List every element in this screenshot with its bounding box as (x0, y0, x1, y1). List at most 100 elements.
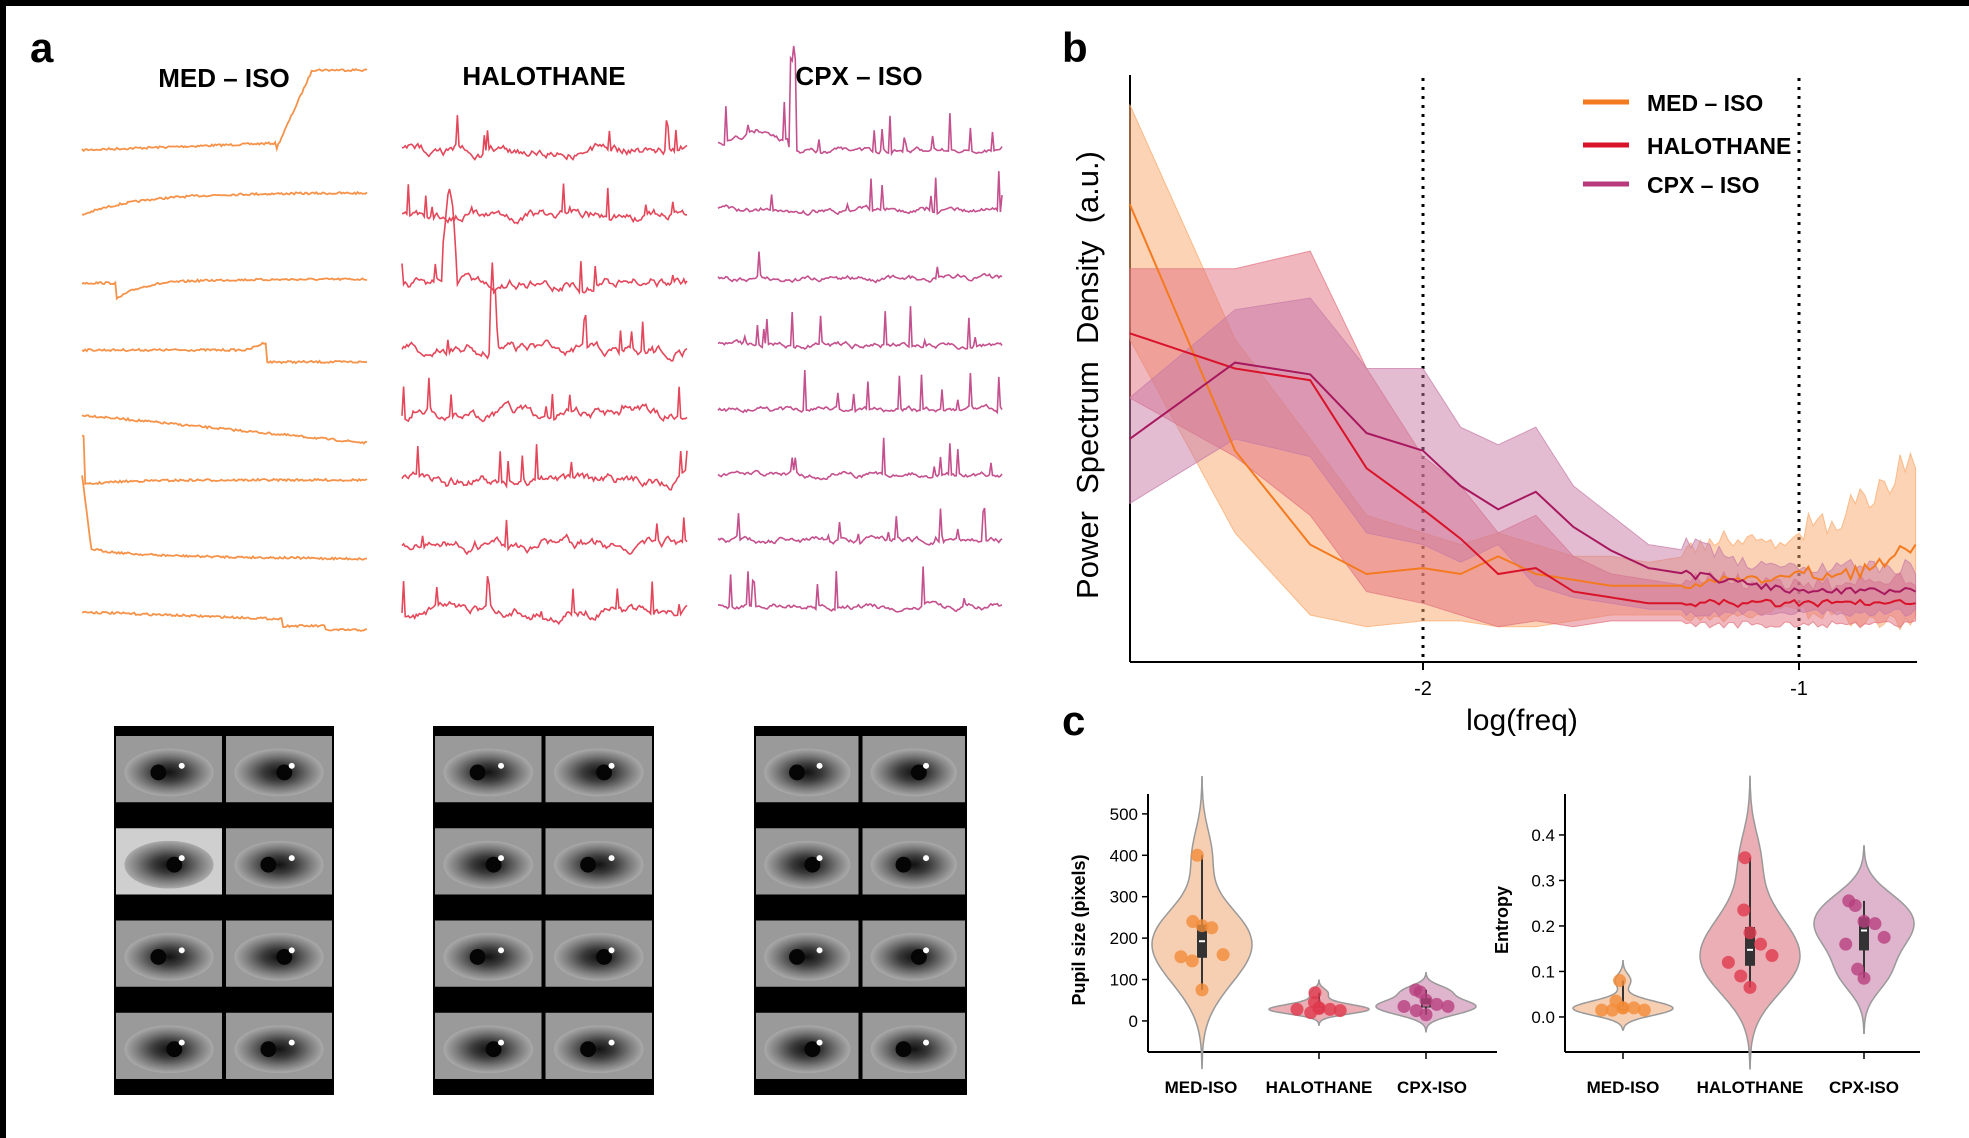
eye-pupil (260, 1041, 277, 1058)
legend-label-med-iso: MED – ISO (1647, 90, 1763, 116)
psd-legend: MED – ISO HALOTHANE CPX – ISO (1583, 90, 1791, 198)
y-tick-label: 500 (1110, 805, 1138, 824)
eye-ball (870, 840, 957, 889)
trace-cpx-iso (717, 171, 1003, 216)
trace-halothane (401, 576, 688, 626)
eye-reflection (816, 855, 823, 862)
data-point (1613, 974, 1627, 988)
data-point (1857, 914, 1871, 928)
eye-pupil (469, 948, 486, 965)
y-tick-label: 100 (1110, 971, 1138, 990)
eye-image (226, 736, 332, 803)
eye-pupil (804, 1041, 821, 1058)
trace-halothane (401, 188, 688, 295)
data-point (1839, 937, 1853, 951)
eye-pupil (895, 1041, 912, 1058)
eye-ball (124, 933, 214, 981)
legend-label-halothane: HALOTHANE (1647, 133, 1791, 159)
y-tick-label: 0.3 (1531, 871, 1555, 890)
y-tick-label: 0.0 (1531, 1008, 1555, 1027)
data-point (1312, 1001, 1326, 1015)
eye-reflection (923, 762, 930, 769)
eye-image (545, 1012, 652, 1079)
eye-ball (764, 933, 851, 981)
eye-image (116, 1012, 222, 1079)
data-point (1308, 986, 1322, 1000)
pupil-traces (81, 45, 1003, 632)
left-border (0, 0, 6, 1138)
eye-pupil (910, 948, 927, 965)
eye-pupil (166, 856, 183, 873)
eye-pupil (596, 764, 613, 781)
data-point (1848, 898, 1862, 912)
y-tick-label: 0.2 (1531, 917, 1555, 936)
eye-ball (554, 1025, 644, 1074)
data-point (1595, 1003, 1609, 1017)
eye-reflection (608, 947, 615, 954)
violin-iqr-box (1859, 917, 1869, 951)
trace-cpx-iso (717, 369, 1003, 415)
trace-halothane (402, 183, 687, 225)
eye-reflection (288, 1039, 295, 1046)
entropy-y-axis-label: Entropy (1492, 886, 1512, 954)
psd-line-cpx-iso (1129, 361, 1917, 596)
trace-med-iso (81, 341, 368, 365)
eye-pupil (150, 764, 167, 781)
trace-med-iso (81, 68, 368, 153)
eye-image (116, 828, 222, 895)
data-point (1190, 848, 1204, 862)
trace-halothane (401, 444, 688, 491)
psd-chart (1128, 75, 1917, 670)
eye-reflection (288, 947, 295, 954)
eye-pupil (596, 948, 613, 965)
eye-pupil (469, 764, 486, 781)
data-point (1734, 969, 1748, 983)
trace-med-iso (81, 277, 368, 301)
eye-pupil (895, 856, 912, 873)
eye-reflection (498, 855, 505, 862)
data-point (1195, 983, 1209, 997)
trace-cpx-iso (717, 566, 1003, 613)
eye-pupil (485, 1041, 502, 1058)
data-point (1627, 1001, 1641, 1015)
data-point (1605, 1003, 1619, 1017)
eye-reflection (288, 762, 295, 769)
eye-pupil (276, 764, 293, 781)
eye-image (862, 736, 965, 803)
eye-reflection (816, 762, 823, 769)
data-point (1174, 950, 1188, 964)
trace-cpx-iso (717, 251, 1003, 284)
trace-cpx-iso (717, 45, 1003, 157)
eye-image (435, 920, 542, 987)
data-point (1857, 971, 1871, 985)
category-label: MED-ISO (1587, 1078, 1660, 1097)
data-point (1765, 949, 1779, 963)
y-tick-label: 0.4 (1531, 826, 1555, 845)
panel-label-a: a (30, 24, 54, 71)
pupil-size-violin-chart: 0 100 200 300 400 500 (1110, 776, 1497, 1070)
eye-reflection (178, 762, 185, 769)
trace-med-iso (81, 610, 368, 632)
category-label: HALOTHANE (1697, 1078, 1804, 1097)
psd-y-axis-label: Power Spectrum Density (a.u.) (1070, 151, 1105, 599)
data-point (1216, 948, 1230, 962)
data-point (1333, 1004, 1347, 1018)
data-point (1851, 962, 1865, 976)
eye-ball (870, 1025, 957, 1074)
eye-reflection (498, 947, 505, 954)
eye-ball (443, 933, 533, 981)
trace-med-iso (81, 414, 368, 445)
top-border (0, 0, 1969, 6)
eye-reflection (178, 1039, 185, 1046)
eye-ball (234, 840, 324, 889)
data-point (1616, 1001, 1630, 1015)
violin-iqr-box (1745, 927, 1755, 966)
data-point (1737, 903, 1751, 917)
eye-pupil (260, 856, 277, 873)
eye-image (226, 828, 332, 895)
pupil-y-axis-label: Pupil size (pixels) (1069, 854, 1089, 1005)
eye-pupil (580, 856, 597, 873)
data-point (1323, 1002, 1337, 1016)
eye-reflection (498, 762, 505, 769)
